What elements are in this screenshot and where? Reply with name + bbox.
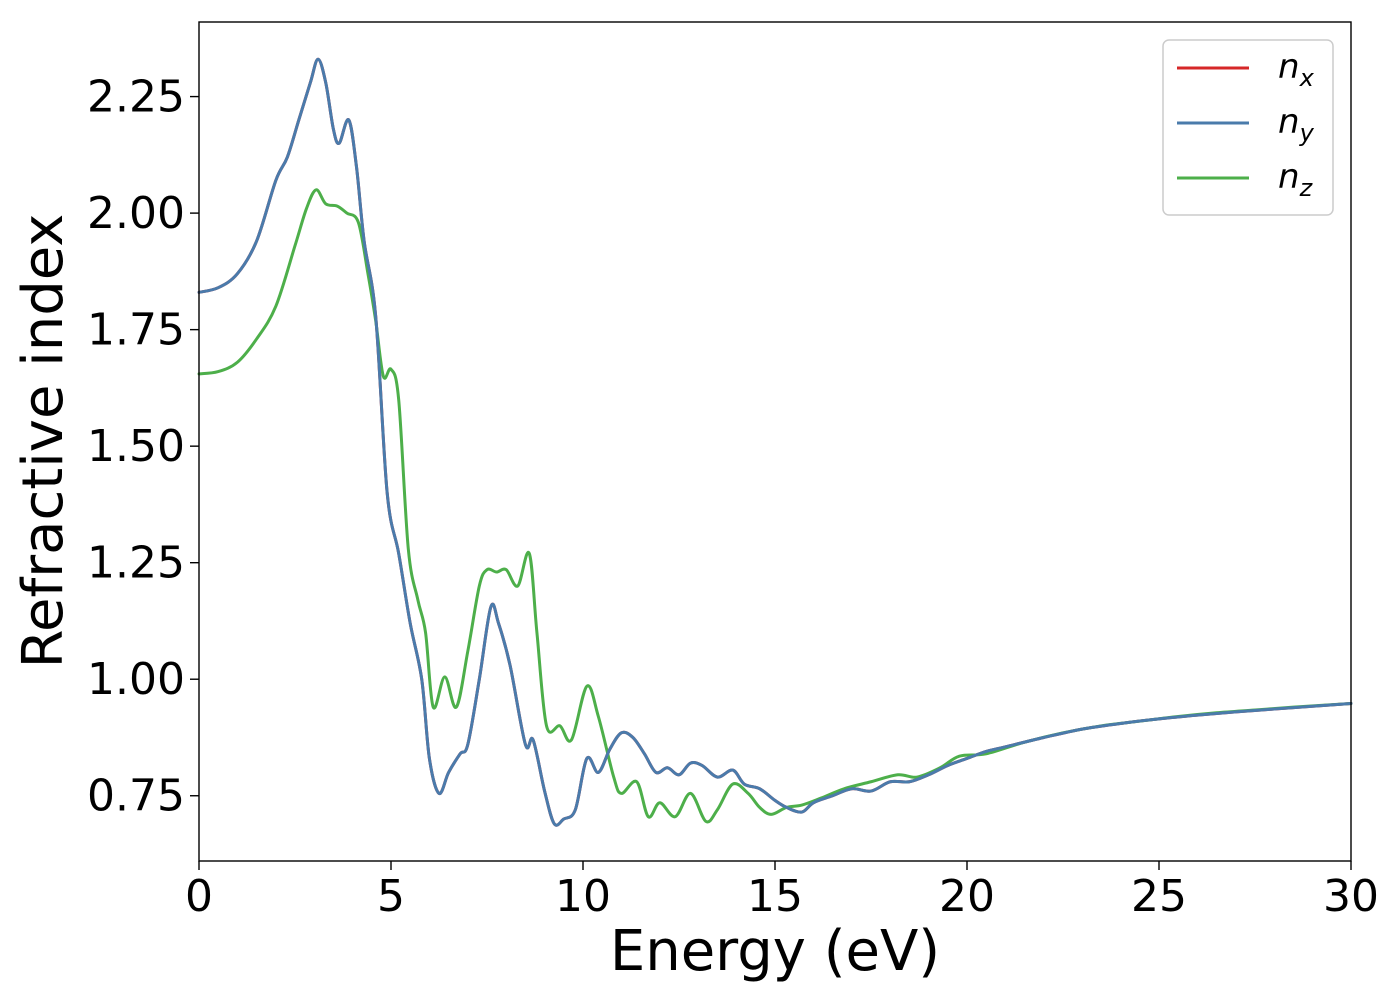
series-layer	[197, 57, 1353, 827]
legend-label-n-x: nx	[1278, 47, 1315, 92]
x-axis: 0 5 10 15 20 25 30	[185, 861, 1379, 922]
y-axis: 0.75 1.00 1.25 1.50 1.75 2.00 2.25	[87, 72, 199, 822]
y-tick-label: 0.75	[87, 771, 185, 822]
legend: nx ny nz	[1162, 39, 1334, 216]
y-tick-label: 2.00	[87, 188, 185, 239]
series-line-n-y	[197, 57, 1353, 827]
legend-label-n-y: ny	[1278, 102, 1315, 147]
x-tick-label: 15	[747, 871, 803, 922]
y-tick-label: 1.50	[87, 421, 185, 472]
y-tick-label: 2.25	[87, 72, 185, 123]
x-tick-label: 5	[377, 871, 405, 922]
legend-label-n-z: nz	[1278, 157, 1314, 202]
x-tick-label: 30	[1323, 871, 1379, 922]
x-axis-title: Energy (eV)	[610, 919, 940, 984]
y-axis-title: Refractive index	[11, 214, 76, 669]
y-tick-label: 1.25	[87, 538, 185, 589]
y-tick-label: 1.75	[87, 305, 185, 356]
x-tick-label: 25	[1131, 871, 1187, 922]
x-tick-label: 0	[185, 871, 213, 922]
plot-area	[199, 22, 1351, 861]
y-tick-label: 1.00	[87, 654, 185, 705]
legend-box	[1162, 39, 1334, 216]
x-tick-label: 20	[939, 871, 995, 922]
x-tick-label: 10	[555, 871, 611, 922]
